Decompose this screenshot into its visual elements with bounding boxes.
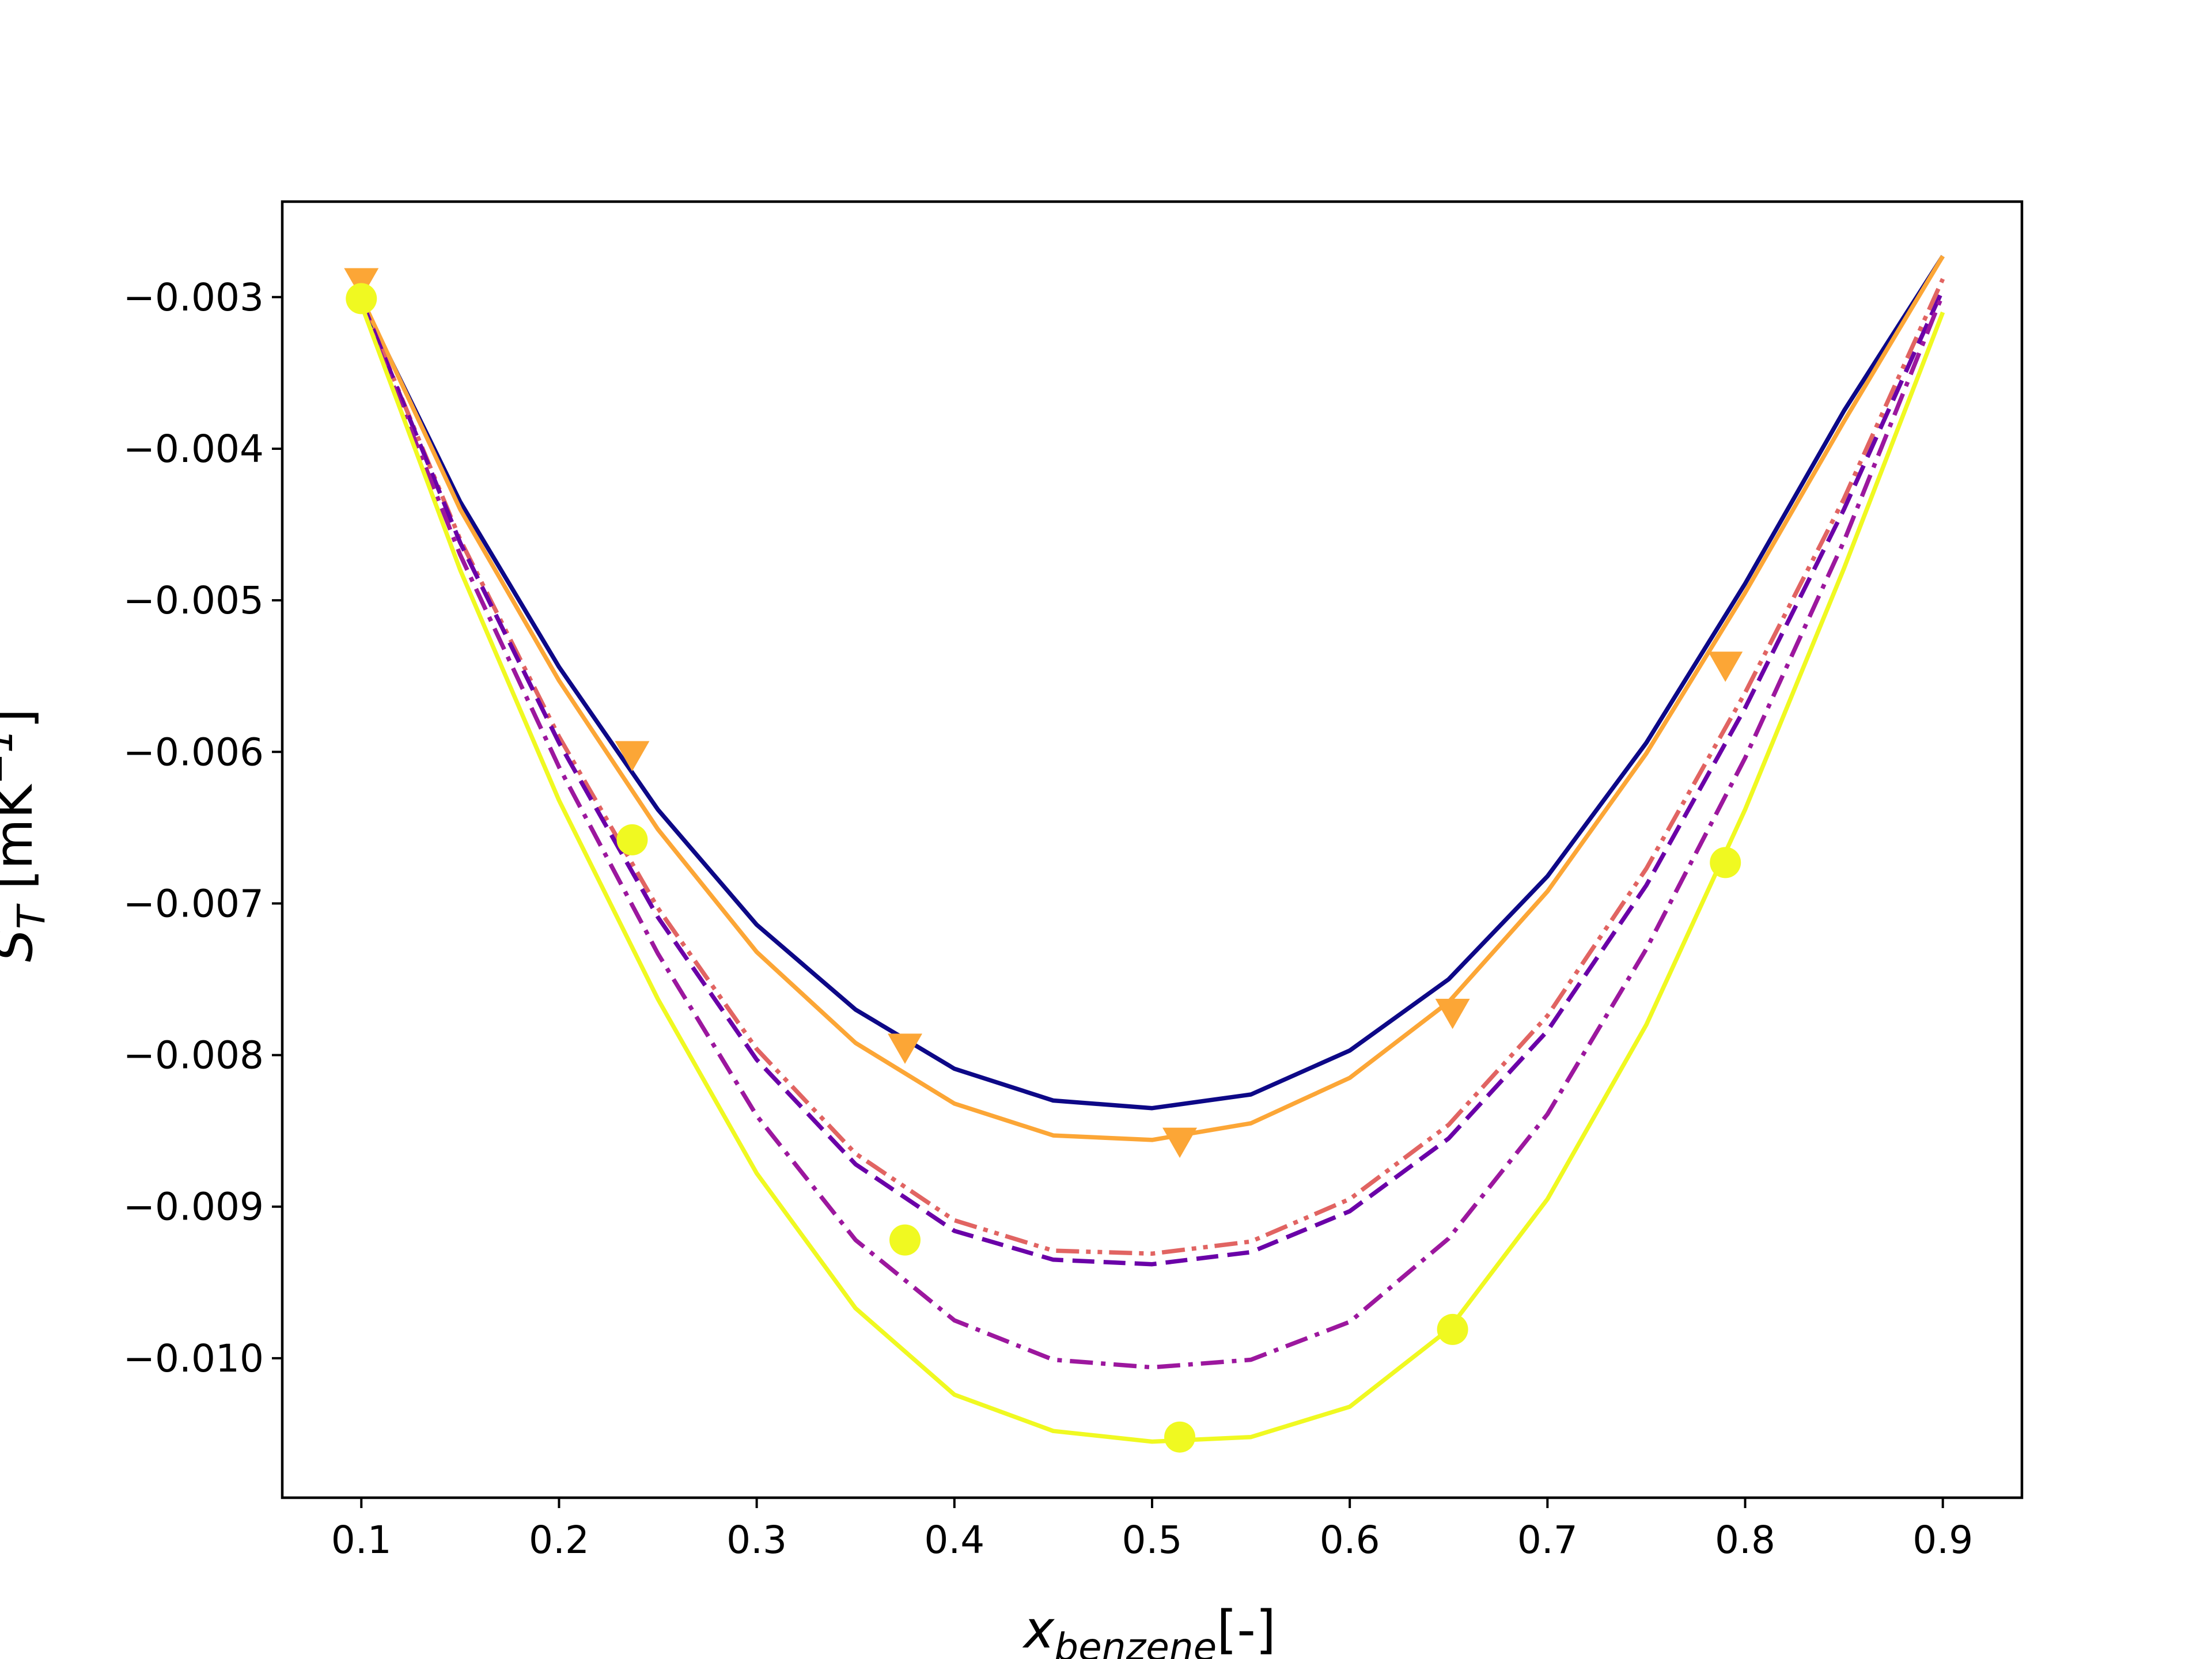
plot-frame: [281, 200, 2024, 1499]
x-tick-label: 0.1: [331, 1518, 392, 1562]
x-tick-label: 0.5: [1122, 1518, 1183, 1562]
y-axis-label-suffix: [mK: [0, 783, 44, 906]
x-axis-label: xbenzene[-]: [1022, 1600, 1276, 1659]
y-tick-label: −0.009: [123, 1185, 264, 1229]
series-6-marker: [1437, 1313, 1468, 1345]
series-line-3: [359, 278, 1945, 1256]
y-axis-label-sup: −1: [0, 729, 21, 785]
series-line-4: [359, 289, 1945, 1267]
x-tick-label: 0.8: [1715, 1518, 1775, 1562]
y-axis-label-sub: T: [9, 903, 54, 929]
series-2-marker: [1162, 1127, 1198, 1158]
series-line-1: [359, 255, 1945, 1111]
series-line-6: [359, 304, 1945, 1444]
series-6-marker: [1710, 847, 1741, 878]
series-line-5: [359, 293, 1945, 1370]
y-tick-label: −0.008: [123, 1033, 264, 1078]
x-tick-label: 0.2: [529, 1518, 589, 1562]
plot-lines: [359, 255, 1945, 1444]
y-axis-label-close: ]: [0, 709, 44, 729]
x-axis-label-main: x: [1022, 1600, 1055, 1659]
y-tick-label: −0.006: [123, 730, 264, 774]
x-tick-label: 0.4: [924, 1518, 984, 1562]
series-line-2: [359, 255, 1945, 1142]
x-tick-label: 0.7: [1517, 1518, 1578, 1562]
x-tick-label: 0.6: [1320, 1518, 1380, 1562]
y-tick-label: −0.004: [123, 427, 264, 471]
series-6-marker: [346, 283, 377, 315]
series-6-marker: [1164, 1421, 1196, 1453]
y-tick-label: −0.005: [123, 578, 264, 623]
series-2-marker: [888, 1033, 923, 1064]
y-tick-label: −0.007: [123, 881, 264, 926]
series-6-marker: [616, 824, 648, 855]
y-tick-label: −0.010: [123, 1336, 264, 1381]
y-tick-label: −0.003: [123, 275, 264, 320]
series-2-marker: [1435, 998, 1470, 1029]
x-axis-label-suffix: [-]: [1217, 1600, 1276, 1659]
x-axis-ticks: 0.1 0.2 0.3 0.4 0.5 0.6 0.7 0.8 0.9: [331, 1498, 1973, 1562]
series-2-marker: [615, 741, 650, 772]
series-6-marker: [889, 1224, 921, 1256]
y-axis-label-main: S: [0, 929, 44, 962]
x-tick-label: 0.9: [1912, 1518, 1973, 1562]
series-2-marker: [1708, 652, 1743, 682]
y-axis-ticks: −0.003 −0.004 −0.005 −0.006 −0.007 −0.008 −0.0…: [123, 275, 282, 1381]
x-tick-label: 0.3: [726, 1518, 787, 1562]
y-axis-label: ST [mK−1]: [0, 709, 54, 962]
x-axis-label-sub: benzene: [1054, 1625, 1217, 1659]
plot-markers: [344, 268, 1743, 1453]
